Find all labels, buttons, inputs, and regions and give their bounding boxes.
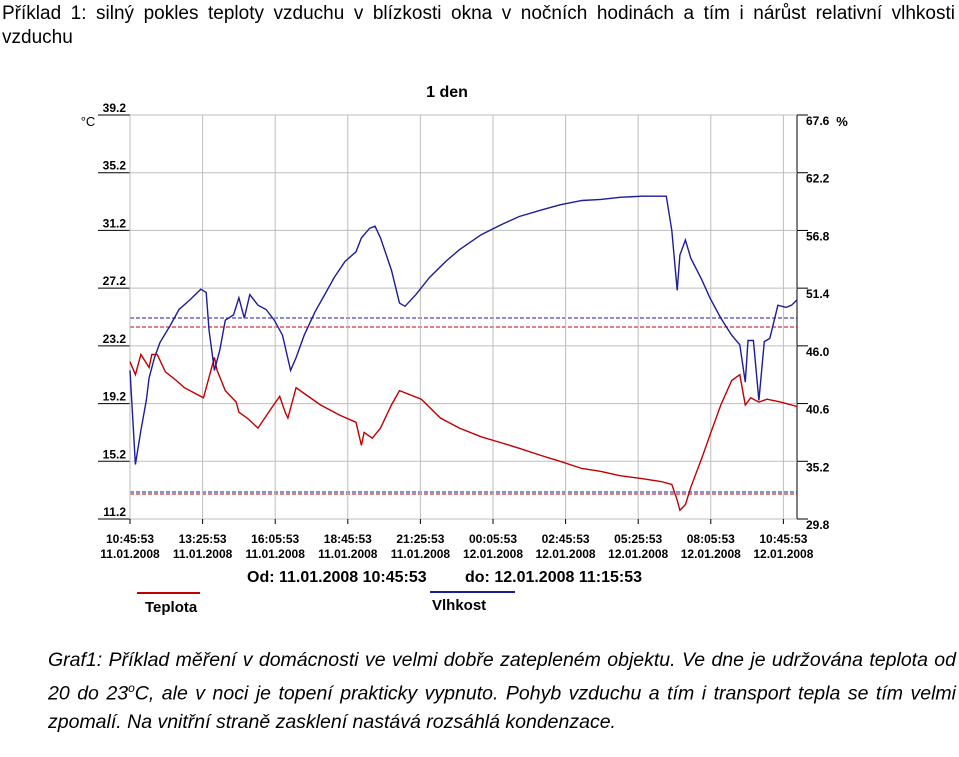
y-tick-label: 15.2 bbox=[103, 447, 127, 461]
x-tick-date: 11.01.2008 bbox=[173, 547, 233, 561]
x-tick-label: 00:05:53 bbox=[469, 532, 517, 546]
y2-tick-label: 51.4 bbox=[806, 287, 830, 301]
y2-tick-label: 40.6 bbox=[806, 403, 830, 417]
y2-tick-label: 67.6 bbox=[806, 114, 830, 128]
y-tick-label: 35.2 bbox=[103, 159, 127, 173]
y2-tick-label: 29.8 bbox=[806, 518, 830, 532]
series-line bbox=[129, 195, 798, 465]
y2-axis-unit: % bbox=[836, 114, 848, 129]
y-tick-label: 31.2 bbox=[103, 216, 127, 230]
x-tick-label: 05:25:53 bbox=[614, 532, 662, 546]
chart: 1 den °C % Od: 11.01.2008 10:45:53 do: 1… bbox=[81, 84, 849, 616]
date-range-from: Od: 11.01.2008 10:45:53 bbox=[247, 569, 427, 586]
caption-text: Graf1: Příklad měření v domácnosti ve ve… bbox=[48, 649, 956, 705]
date-range-to: do: 12.01.2008 11:15:53 bbox=[465, 569, 642, 586]
heading: Příklad 1: silný pokles teploty vzduchu … bbox=[2, 3, 955, 48]
x-tick-date: 12.01.2008 bbox=[463, 547, 523, 561]
x-tick-date: 11.01.2008 bbox=[100, 547, 160, 561]
y2-tick-label: 56.8 bbox=[806, 229, 830, 243]
x-tick-label: 18:45:53 bbox=[324, 532, 372, 546]
series-line bbox=[129, 352, 798, 512]
caption-superscript: o bbox=[128, 681, 135, 695]
x-tick-date: 11.01.2008 bbox=[245, 547, 305, 561]
x-tick-label: 21:25:53 bbox=[396, 532, 444, 546]
y-tick-label: 23.2 bbox=[103, 332, 127, 346]
x-tick-label: 13:25:53 bbox=[179, 532, 227, 546]
x-tick-date: 12.01.2008 bbox=[536, 547, 596, 561]
chart-title: 1 den bbox=[426, 84, 468, 101]
y-tick-label: 11.2 bbox=[103, 505, 126, 519]
y-tick-label: 27.2 bbox=[103, 274, 127, 288]
y-axis-unit: °C bbox=[81, 114, 96, 129]
x-tick-date: 11.01.2008 bbox=[318, 547, 378, 561]
y2-tick-label: 46.0 bbox=[806, 345, 830, 359]
x-tick-label: 10:45:53 bbox=[759, 532, 807, 546]
caption: Graf1: Příklad měření v domácnosti ve ve… bbox=[48, 646, 956, 736]
x-tick-label: 16:05:53 bbox=[251, 532, 299, 546]
caption-text: C, ale v noci je topení prakticky vypnut… bbox=[48, 682, 956, 733]
y2-tick-label: 62.2 bbox=[806, 172, 830, 186]
x-tick-date: 11.01.2008 bbox=[391, 547, 451, 561]
x-tick-label: 10:45:53 bbox=[106, 532, 154, 546]
x-tick-date: 12.01.2008 bbox=[681, 547, 741, 561]
x-tick-date: 12.01.2008 bbox=[608, 547, 668, 561]
y-tick-label: 19.2 bbox=[103, 390, 127, 404]
y2-tick-label: 35.2 bbox=[806, 460, 830, 474]
legend-label: Vlhkost bbox=[432, 597, 486, 614]
legend-label: Teplota bbox=[145, 599, 198, 616]
x-tick-label: 08:05:53 bbox=[687, 532, 735, 546]
y-tick-label: 39.2 bbox=[103, 101, 127, 115]
x-tick-label: 02:45:53 bbox=[542, 532, 590, 546]
x-tick-date: 12.01.2008 bbox=[753, 547, 813, 561]
